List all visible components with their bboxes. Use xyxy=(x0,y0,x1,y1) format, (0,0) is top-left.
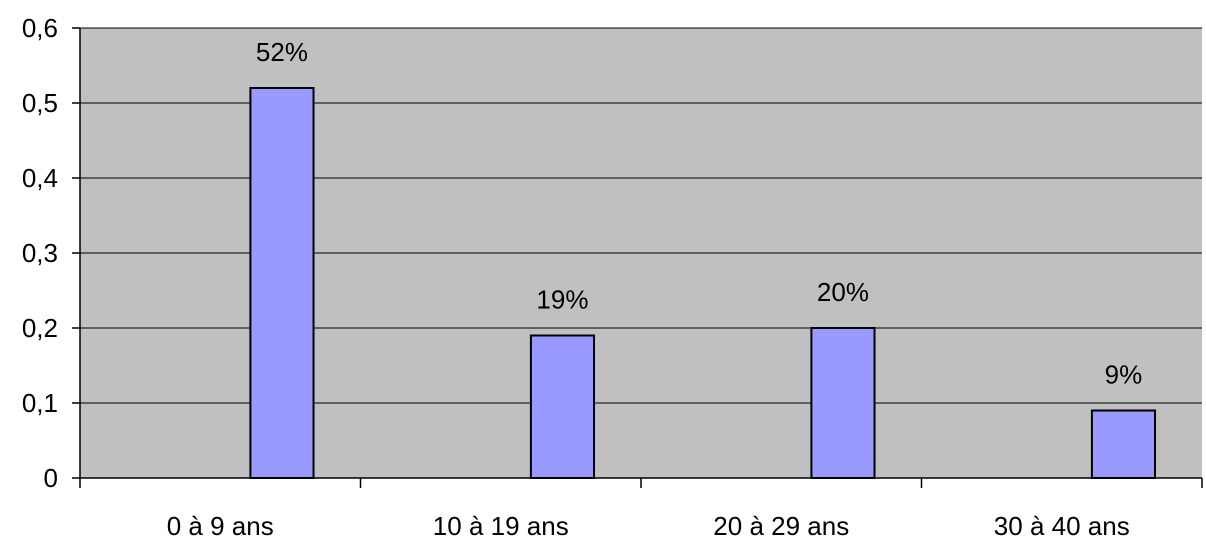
y-tick-label: 0 xyxy=(44,463,58,493)
bars xyxy=(249,87,1157,479)
category-label: 0 à 9 ans xyxy=(167,511,274,541)
y-axis: 0 0,1 0,2 0,3 0,4 0,5 0,6 xyxy=(22,13,81,493)
data-label: 20% xyxy=(817,277,869,307)
y-tick-label: 0,1 xyxy=(22,388,58,418)
y-tick-label: 0,4 xyxy=(22,163,58,193)
x-axis xyxy=(79,477,1203,488)
y-tick-label: 0,2 xyxy=(22,313,58,343)
bar xyxy=(529,334,596,479)
data-label: 9% xyxy=(1105,360,1143,390)
bar xyxy=(810,327,876,479)
category-label: 30 à 40 ans xyxy=(994,511,1130,541)
data-label: 19% xyxy=(536,285,588,315)
data-labels: 52% 19% 20% 9% xyxy=(256,37,1142,390)
category-labels: 0 à 9 ans 10 à 19 ans 20 à 29 ans 30 à 40 a… xyxy=(167,511,1130,541)
category-label: 20 à 29 ans xyxy=(713,511,849,541)
y-tick-label: 0,5 xyxy=(22,88,58,118)
bar xyxy=(1090,409,1157,479)
y-tick-label: 0,3 xyxy=(22,238,58,268)
y-tick-label: 0,6 xyxy=(22,13,58,43)
category-label: 10 à 19 ans xyxy=(433,511,569,541)
data-label: 52% xyxy=(256,37,308,67)
bar xyxy=(249,87,315,479)
